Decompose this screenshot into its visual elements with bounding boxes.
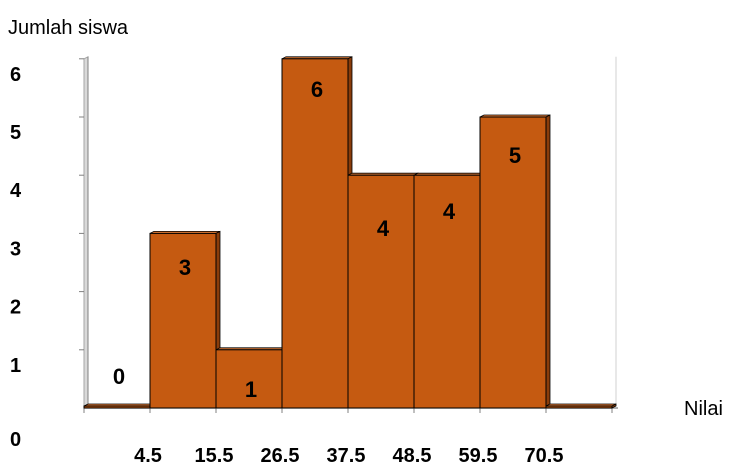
y-tick-labels: 0 1 2 3 4 5 6 (10, 64, 22, 451)
data-label: 0 (113, 364, 125, 389)
data-label: 4 (377, 216, 390, 241)
bar-front-face (281, 58, 349, 409)
bar-front-face (479, 116, 547, 409)
y-tick-label: 1 (10, 355, 21, 377)
bar (545, 403, 617, 409)
data-label: 3 (179, 255, 191, 280)
bar-front-face (347, 174, 415, 409)
bar-front-face (215, 349, 283, 409)
x-tick-label: 4.5 (134, 445, 162, 467)
y-tick-label: 0 (10, 429, 21, 451)
x-tick-label: 26.5 (261, 445, 300, 467)
y-tick-label: 5 (10, 122, 21, 144)
x-tick-label: 37.5 (327, 445, 366, 467)
bar-front-face (149, 232, 217, 409)
x-tick-label: 59.5 (459, 445, 498, 467)
y-tick-label: 2 (10, 297, 21, 319)
bar (281, 56, 353, 409)
data-label: 1 (245, 377, 257, 402)
data-label: 5 (509, 143, 521, 168)
bar (149, 230, 221, 409)
bar-front-face (545, 405, 613, 409)
left-wall (83, 55, 89, 409)
x-tick-label: 48.5 (393, 445, 432, 467)
data-labels-group: 0 3 1 6 4 4 5 (113, 77, 521, 402)
bars-group (83, 56, 617, 409)
y-tick-label: 4 (10, 180, 22, 202)
data-label: 6 (311, 77, 323, 102)
data-label: 4 (443, 199, 456, 224)
x-tick-labels: 4.5 15.5 26.5 37.5 48.5 59.5 70.5 (134, 445, 563, 467)
x-axis-title: Nilai (684, 398, 723, 420)
bar-front-face (83, 405, 151, 409)
y-tick-label: 6 (10, 64, 21, 86)
x-tick-label: 15.5 (195, 445, 234, 467)
y-axis-title: Jumlah siswa (8, 17, 129, 39)
y-tick-label: 3 (10, 238, 21, 260)
bar (83, 403, 155, 409)
bar-side-face (545, 114, 551, 409)
x-tick-label: 70.5 (525, 445, 564, 467)
bar-front-face (413, 174, 481, 409)
bar (479, 114, 551, 409)
bar (347, 172, 419, 409)
